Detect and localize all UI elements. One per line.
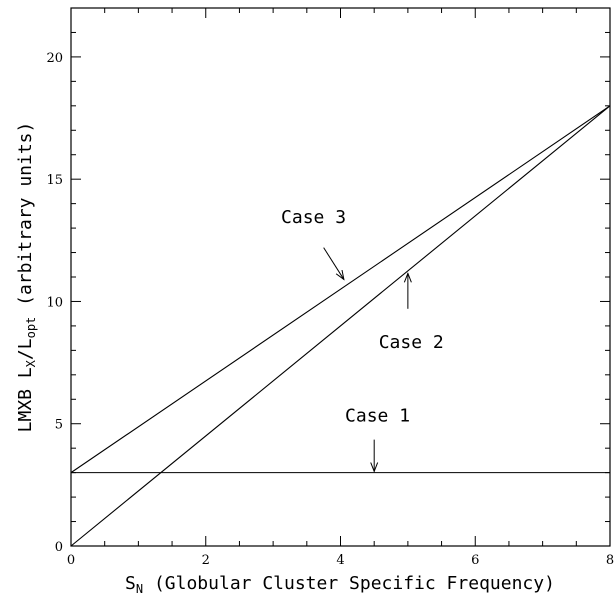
x-tick-label: 6 <box>471 553 479 568</box>
x-tick-label: 8 <box>606 553 614 568</box>
x-tick-label: 0 <box>67 553 75 568</box>
y-tick-label: 10 <box>46 295 63 310</box>
y-tick-label: 5 <box>55 418 63 433</box>
tick-labels: 0 2 4 6 8 0 5 10 15 20 <box>46 51 614 568</box>
ticks <box>70 7 611 547</box>
y-tick-label: 20 <box>46 51 63 66</box>
x-tick-label: 2 <box>202 553 210 568</box>
series-line-case-3 <box>70 105 611 474</box>
y-tick-label: 0 <box>55 540 63 555</box>
annotation-label-case-1: Case 1 <box>345 405 410 426</box>
y-tick-label: 15 <box>46 173 63 188</box>
annotation-arrow-case-3 <box>323 247 344 280</box>
annotation-label-case-2: Case 2 <box>379 332 444 353</box>
series-lines <box>70 105 611 547</box>
x-tick-label: 4 <box>336 553 344 568</box>
plot-frame <box>70 7 611 547</box>
y-axis-label: LMXB LX/Lopt (arbitrary units) <box>15 122 38 433</box>
annotation-label-case-3: Case 3 <box>281 207 346 228</box>
annotations: Case 3 Case 2 Case 1 <box>281 207 444 471</box>
x-axis-label: SN (Globular Cluster Specific Frequency) <box>125 573 555 596</box>
series-line-case-2 <box>70 105 611 547</box>
